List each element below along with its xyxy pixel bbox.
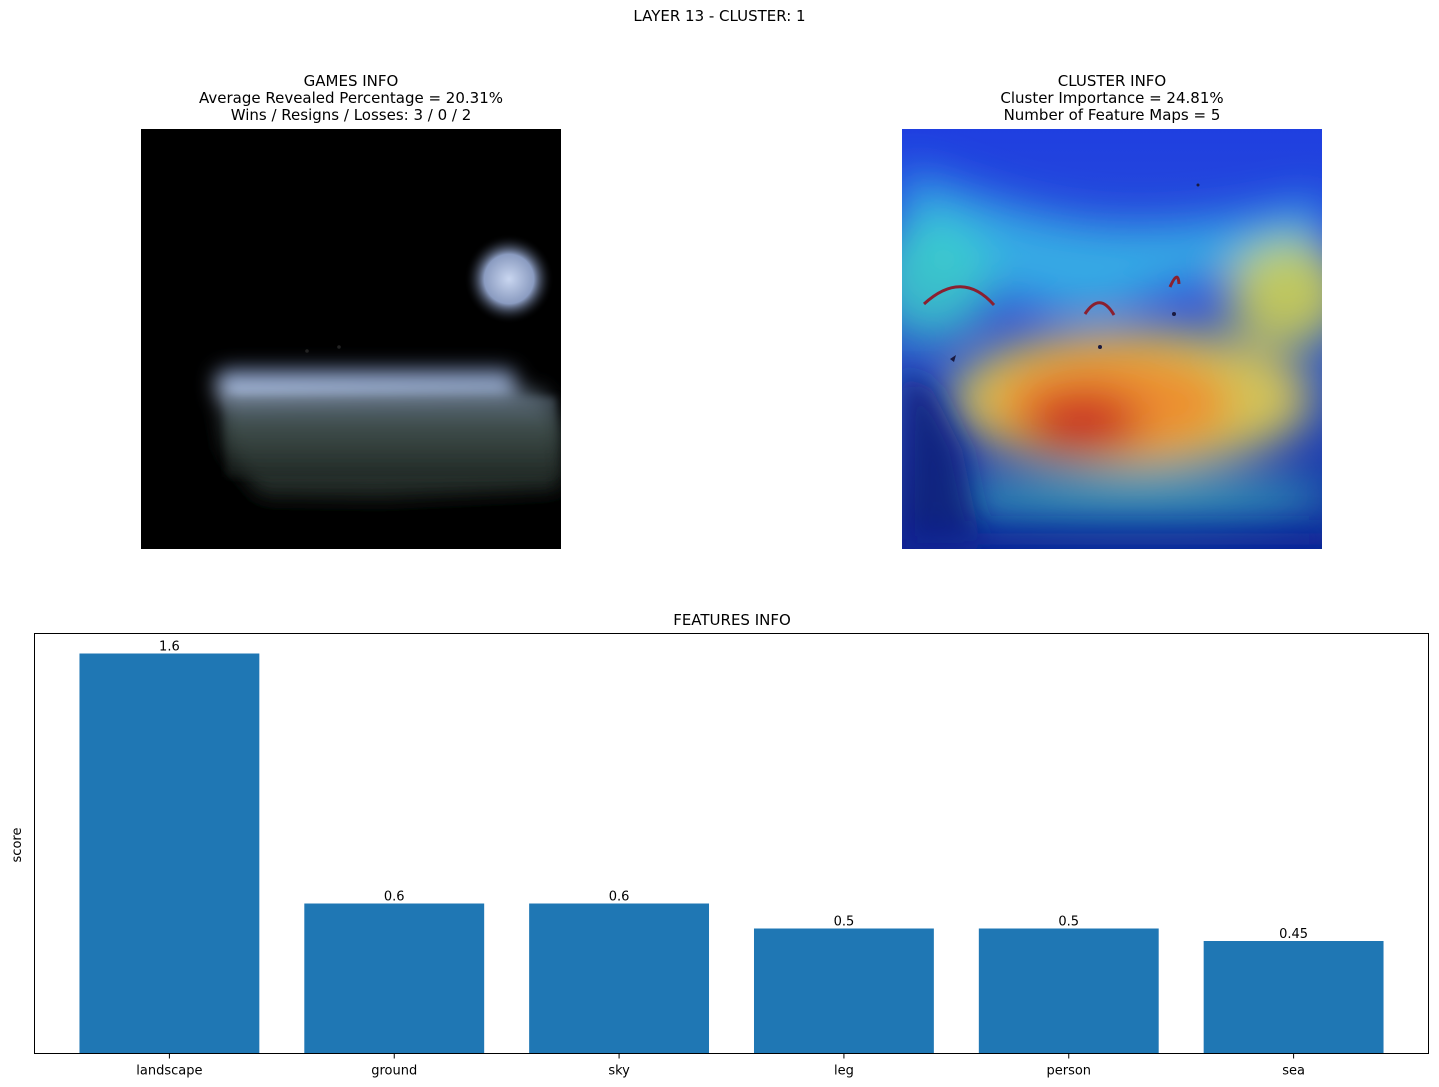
x-tick-label-person: person [1046,1064,1091,1079]
bar-value-label-landscape: 1.6 [159,640,180,655]
bar-person [978,928,1159,1054]
bar-ground [304,903,485,1054]
x-tick-label-ground: ground [371,1064,417,1079]
x-axis-ticks: landscape ground sky leg person sea [136,1053,1305,1079]
average-revealed-percentage: Average Revealed Percentage = 20.31% [198,89,503,107]
x-tick-label-sky: sky [608,1064,630,1079]
y-axis-label: score [10,828,25,863]
plot-frame [34,633,1429,1054]
bar-value-label-leg: 0.5 [834,915,855,930]
bar-sea [1203,941,1384,1054]
figure-title: LAYER 13 - CLUSTER: 1 [633,7,806,25]
chart-title: FEATURES INFO [673,611,791,629]
x-tick-label-leg: leg [834,1064,854,1079]
cluster-info-title-block: CLUSTER INFO Cluster Importance = 24.81%… [902,73,1322,124]
bars-group [79,653,1384,1054]
bar-value-label-sea: 0.45 [1279,927,1308,942]
x-tick-label-landscape: landscape [136,1064,202,1079]
revealed-image [141,129,561,549]
heatmap-overlay-image [902,129,1322,549]
cluster-info-title: CLUSTER INFO [1057,72,1167,90]
bar-value-label-sky: 0.6 [609,890,630,905]
bar-leg [753,928,934,1054]
bar-value-label-ground: 0.6 [384,890,405,905]
bar-landscape [79,653,260,1054]
games-info-title-block: GAMES INFO Average Revealed Percentage =… [141,73,561,124]
bar-value-labels: 1.6 0.6 0.6 0.5 0.5 0.45 [159,640,1308,943]
cluster-importance: Cluster Importance = 24.81% [1000,89,1224,107]
bar-sky [529,903,710,1054]
wins-resigns-losses: Wins / Resigns / Losses: 3 / 0 / 2 [230,106,472,124]
bar-value-label-person: 0.5 [1058,915,1079,930]
number-of-feature-maps: Number of Feature Maps = 5 [1003,106,1221,124]
games-info-title: GAMES INFO [303,72,399,90]
x-tick-label-sea: sea [1282,1064,1305,1079]
